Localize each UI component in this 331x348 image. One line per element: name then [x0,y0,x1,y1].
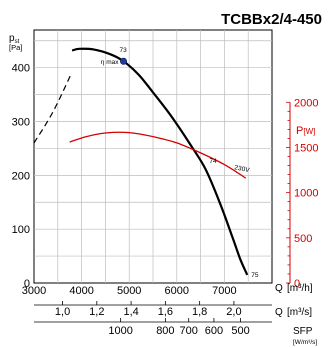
annotations: 73η max 74 75 230V [101,47,259,279]
grid [33,29,273,284]
right-axis-tick-label: 0 [294,278,300,290]
x-axis-2-tick-label: 1,6 [158,306,173,318]
sound-level-label: 74 [209,158,217,165]
left-axis-label: pst [9,33,20,45]
voltage-label: 230V [234,164,251,174]
left-axis-tick-label: 200 [12,170,30,182]
right-axis-tick-label: 500 [294,233,312,245]
right-axis-tick-label: 2000 [294,97,318,109]
right-axis-label: P[W] [296,125,315,137]
x-axis-1-tick-label: 7000 [212,285,236,297]
x-axis-3-tick-label: 1000 [108,325,132,337]
pressure-curve-unstable [33,73,72,144]
eta-max-label: η max [101,59,119,66]
right-axis-tick-label: 1500 [294,142,318,154]
x-axis-2-label: Q [m³/s] [275,307,312,318]
x-axis-1-tick-label: 6000 [165,285,189,297]
x-axis-1-tick-label: 4000 [69,285,93,297]
x-axis-2-tick-label: 1,0 [55,306,70,318]
svg-text:[m³/h]: [m³/h] [287,283,313,294]
left-axis-unit: [Pa] [9,43,22,52]
svg-text:[m³/s]: [m³/s] [287,307,312,318]
x-axis-3-tick-label: 500 [231,325,249,337]
sound-level-label: 75 [251,272,259,279]
left-axis-tick-label: 400 [12,63,30,75]
series-group [33,47,249,276]
left-axis-label-sub: st [15,39,20,45]
right-axis-tick-label: 1000 [294,188,318,200]
left-axis-tick-label: 0 [24,278,30,290]
svg-text:Q: Q [275,283,283,294]
svg-text:Q: Q [275,307,283,318]
x-axis-3-tick-label: 600 [205,325,223,337]
x-axis-1-tick-label: 3000 [22,285,46,297]
svg-text:[W/m³/s]: [W/m³/s] [293,339,317,346]
pressure-curve [71,47,249,276]
x-axis-2-tick-label: 1,2 [89,306,104,318]
left-axis-tick-label: 100 [12,224,30,236]
power-curve-230v [69,131,247,179]
x-axis-2-tick-label: 1,8 [192,306,207,318]
chart-title: TCBBx2/4-450 [221,11,322,28]
x-axis-1-tick-label: 5000 [117,285,141,297]
x-axis-3-label: SFP [W/m³/s] [293,326,317,346]
x-axis-3-tick-label: 800 [156,325,174,337]
sound-level-label: 73 [119,47,127,54]
svg-text:SFP: SFP [293,326,313,337]
x-axis-2-tick-label: 1,4 [123,306,138,318]
x-axis-1-label: Q [m³/h] [275,283,313,294]
max-efficiency-marker [119,57,127,65]
x-axis-2-tick-label: 2,0 [226,306,241,318]
x-axis-3-tick-label: 700 [180,325,198,337]
left-axis-tick-label: 300 [12,117,30,129]
